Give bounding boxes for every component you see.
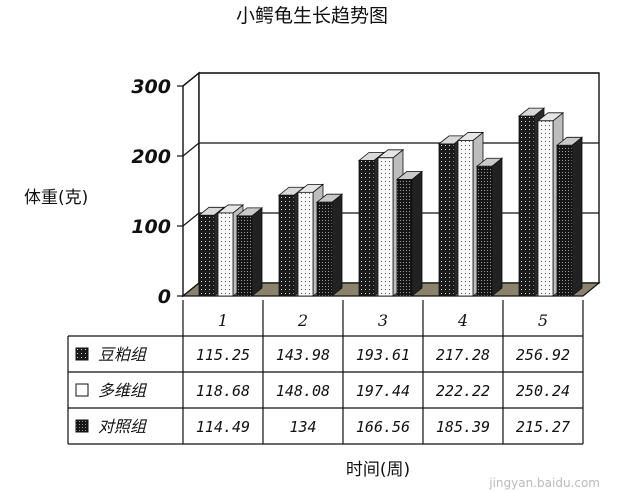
data-cell: 118.68 <box>196 382 250 400</box>
chart-title: 小鳄龟生长趋势图 <box>236 5 388 27</box>
y-tick-label: 300 <box>131 76 171 98</box>
legend-swatch <box>75 347 89 361</box>
bar-front <box>556 144 573 297</box>
x-tick-label: 4 <box>457 311 468 330</box>
bar-front <box>217 212 234 297</box>
x-tick-label: 2 <box>297 311 308 330</box>
bar-front <box>297 191 314 297</box>
series-name: 多维组 <box>98 381 148 400</box>
legend-swatch <box>75 419 89 433</box>
bar-front <box>396 179 413 297</box>
data-cell: 143.98 <box>276 346 330 364</box>
bar-front <box>457 140 474 297</box>
data-cell: 222.22 <box>436 382 490 400</box>
x-tick-label: 1 <box>218 311 228 330</box>
gridline-side <box>182 212 200 227</box>
bar-front <box>358 160 375 297</box>
bar-front <box>316 201 333 297</box>
gridline-side <box>182 142 200 157</box>
bars <box>197 107 584 297</box>
y-tick-label: 200 <box>131 146 171 168</box>
legend-swatch <box>75 383 89 397</box>
data-table: 1 2 3 4 5 豆粕组 115.25 143.98 193.61 217.28 256.92 多维… <box>67 300 584 445</box>
bar-side <box>571 136 583 297</box>
bar <box>555 136 584 297</box>
bar-front <box>537 120 554 297</box>
bar-side <box>411 170 423 297</box>
watermark-text: jingyan.baidu.com <box>488 476 600 490</box>
data-cell: 166.56 <box>356 418 410 436</box>
side-wall <box>182 71 200 298</box>
series-name: 豆粕组 <box>98 345 148 364</box>
data-cell: 148.08 <box>276 382 330 400</box>
series-name: 对照组 <box>98 417 148 436</box>
bar-front <box>377 157 394 297</box>
bar <box>235 207 264 297</box>
bar-front <box>476 165 493 297</box>
bar <box>395 170 424 297</box>
y-tick-label: 100 <box>131 216 171 238</box>
bar-side <box>491 157 503 297</box>
data-cell: 197.44 <box>356 382 410 400</box>
data-cell: 115.25 <box>196 346 250 364</box>
data-cell: 217.28 <box>436 346 490 364</box>
gridline-side <box>182 72 200 87</box>
bar-side <box>251 207 263 297</box>
bar-side <box>331 193 343 297</box>
bar <box>315 193 344 297</box>
data-cell: 134 <box>289 418 316 436</box>
x-axis-label: 时间(周) <box>346 460 410 480</box>
bar-front <box>198 214 215 297</box>
data-cell: 250.24 <box>516 382 570 400</box>
data-cell: 193.61 <box>356 346 410 364</box>
data-cell: 215.27 <box>516 418 570 436</box>
bar <box>475 157 504 297</box>
data-cell: 185.39 <box>436 418 490 436</box>
x-tick-label: 3 <box>378 311 388 330</box>
bar-front <box>438 143 455 297</box>
y-axis-ticks: 0 100 200 300 <box>131 76 183 308</box>
bar-front <box>278 194 295 297</box>
x-tick-label: 5 <box>538 311 548 330</box>
bar-front <box>518 115 535 297</box>
bar-front <box>236 215 253 297</box>
y-axis-label: 体重(克) <box>24 188 88 208</box>
data-cell: 256.92 <box>516 346 570 364</box>
data-cell: 114.49 <box>196 418 250 436</box>
y-tick-label: 0 <box>158 286 171 308</box>
